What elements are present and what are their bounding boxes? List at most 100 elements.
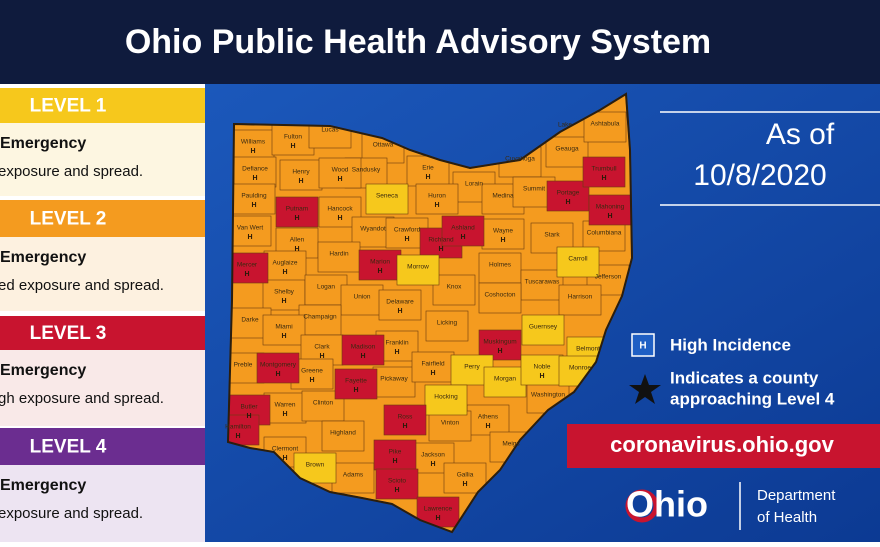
county: [256, 352, 300, 384]
county: [263, 392, 307, 424]
incidence-mark: H: [392, 458, 397, 465]
county: [372, 366, 416, 398]
county-name: Geauga: [555, 146, 579, 153]
county: [373, 439, 417, 471]
county-name: Noble: [534, 364, 551, 371]
county-name: Tuscarawas: [525, 279, 561, 286]
county-name: Clinton: [313, 400, 334, 407]
county-name: Darke: [241, 317, 259, 324]
incidence-mark: H: [247, 234, 252, 241]
county-name: Hocking: [434, 394, 458, 401]
incidence-mark: H: [500, 237, 505, 244]
header-bar: [0, 0, 880, 84]
county-name: Lawrence: [424, 506, 453, 513]
date-value: 10/8/2020: [693, 159, 826, 192]
county-name: Huron: [428, 193, 446, 200]
county: [275, 196, 319, 228]
county-name: Hardin: [329, 251, 349, 258]
county-name: Columbiana: [587, 230, 622, 237]
county-name: Crawford: [394, 227, 421, 234]
county-name: Trumbull: [591, 166, 617, 173]
county-map: [228, 111, 632, 528]
county-labels: Williams H Fulton H Lucas Ottawa Sandusky Erie H…: [225, 121, 624, 522]
logo-ring: [625, 489, 659, 523]
website-box: [567, 424, 880, 468]
incidence-mark: H: [252, 175, 257, 182]
incidence-mark: H: [244, 271, 249, 278]
county-name: Logan: [317, 284, 335, 291]
incidence-mark: H: [565, 199, 570, 206]
county-name: Seneca: [376, 193, 398, 200]
county: [341, 334, 385, 366]
county: [558, 284, 602, 316]
legend-label: Indicates a county: [670, 368, 819, 387]
incidence-mark: H: [337, 215, 342, 222]
county-name: Adams: [343, 472, 364, 479]
county: [415, 183, 459, 215]
incidence-icon-mark: H: [639, 341, 646, 352]
incidence-mark: H: [394, 487, 399, 494]
county-name: Williams: [241, 139, 266, 146]
county-name: Guernsey: [529, 324, 558, 331]
level-line: Emergency: [0, 477, 86, 494]
incidence-mark: H: [281, 298, 286, 305]
level-label: LEVEL 1: [30, 96, 107, 117]
incidence-mark: H: [309, 377, 314, 384]
county-name: Franklin: [385, 340, 409, 347]
date-label: As of: [766, 118, 835, 151]
county: [358, 249, 402, 281]
star-icon: [629, 374, 661, 404]
county-name: Morgan: [494, 376, 516, 383]
level-body: [0, 123, 205, 196]
county-name: Monroe: [569, 365, 591, 372]
logo-line: Department: [757, 487, 836, 504]
county: [378, 289, 422, 321]
incidence-mark: H: [485, 423, 490, 430]
level-line: Emergency: [0, 135, 86, 152]
county: [478, 252, 522, 284]
incidence-mark: H: [246, 413, 251, 420]
incidence-mark: H: [319, 353, 324, 360]
county-name: Richland: [428, 237, 454, 244]
level-line: Emergency: [0, 362, 86, 379]
level-line: Emergency: [0, 249, 86, 266]
county-name: Hancock: [327, 206, 353, 213]
county: [546, 180, 590, 212]
county: [483, 366, 527, 398]
county-name: Pike: [389, 449, 402, 456]
legend-label: approaching Level 4: [670, 389, 835, 408]
county-name: Perry: [464, 364, 480, 371]
county-name: Lucas: [321, 127, 339, 134]
county-name: Athens: [478, 414, 499, 421]
county-name: Miami: [275, 324, 292, 331]
county: [582, 220, 626, 252]
incidence-mark: H: [397, 308, 402, 315]
county-name: Mahoning: [596, 204, 625, 211]
county-name: Scioto: [388, 478, 406, 485]
level-header: [0, 88, 205, 123]
incidence-mark: H: [298, 178, 303, 185]
county: [424, 384, 468, 416]
county: [298, 304, 342, 336]
county-name: Wayne: [493, 228, 513, 235]
county: [262, 314, 306, 346]
county-name: Licking: [437, 320, 458, 327]
county: [428, 410, 472, 442]
county-name: Vinton: [441, 420, 460, 427]
county-name: Stark: [544, 232, 560, 239]
incidence-mark: H: [251, 202, 256, 209]
county-name: Wood: [332, 167, 349, 174]
county-name: Putnam: [286, 206, 308, 213]
incidence-mark: H: [497, 348, 502, 355]
county: [365, 183, 409, 215]
county-name: Coshocton: [484, 292, 515, 299]
county: [432, 274, 476, 306]
county-name: Auglaize: [273, 260, 298, 267]
level-header: [0, 428, 205, 465]
incidence-mark: H: [281, 333, 286, 340]
county: [520, 269, 564, 301]
county-name: Highland: [330, 430, 356, 437]
incidence-mark: H: [250, 148, 255, 155]
level-line: exposure and spread.: [0, 163, 143, 180]
incidence-mark: H: [402, 423, 407, 430]
